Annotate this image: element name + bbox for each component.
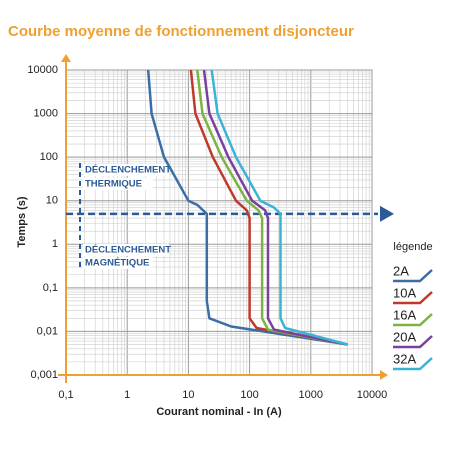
- x-axis-label: Courant nominal - In (A): [156, 406, 282, 418]
- legend-label: 2A: [393, 263, 409, 278]
- legend-label: 20A: [393, 329, 416, 344]
- legend-swatch: [393, 313, 433, 327]
- legend-swatch: [393, 269, 433, 283]
- plot-area: [65, 69, 373, 376]
- annotation: THERMIQUE: [85, 179, 142, 190]
- y-axis-label: Temps (s): [16, 196, 28, 247]
- legend-title: légende: [393, 241, 432, 253]
- x-tick-label: 0,1: [58, 389, 73, 401]
- legend-label: 10A: [393, 285, 416, 300]
- legend-swatch: [393, 291, 433, 305]
- y-tick-label: 0,1: [43, 282, 58, 294]
- y-axis-arrow: [61, 54, 71, 62]
- annotation: MAGNÉTIQUE: [85, 258, 149, 269]
- legend-label: 16A: [393, 307, 416, 322]
- curve: [210, 69, 348, 346]
- legend-label: 32A: [393, 351, 416, 366]
- y-tick-label: 1: [52, 238, 58, 250]
- x-tick-label: 10: [182, 389, 194, 401]
- y-tick-label: 100: [40, 151, 58, 163]
- legend-swatch: [393, 335, 433, 349]
- curve: [202, 69, 348, 346]
- annotation: DÉCLENCHEMENT: [85, 245, 171, 256]
- curve: [196, 69, 348, 346]
- chart-title: Courbe moyenne de fonctionnement disjonc…: [8, 23, 354, 40]
- curve: [146, 69, 348, 346]
- y-tick-label: 10000: [27, 64, 58, 76]
- x-tick-label: 1: [124, 389, 130, 401]
- x-tick-label: 100: [240, 389, 258, 401]
- y-tick-label: 0,001: [30, 369, 58, 381]
- y-tick-label: 10: [46, 195, 58, 207]
- x-tick-label: 1000: [299, 389, 323, 401]
- legend-swatch: [393, 357, 433, 371]
- annotation-bg: [83, 178, 153, 190]
- annotation-bg: [83, 244, 169, 256]
- annotation-bg: [83, 257, 153, 269]
- reference-arrow: [380, 205, 394, 222]
- y-tick-label: 0,01: [37, 325, 58, 337]
- annotation-bg: [83, 164, 169, 176]
- y-tick-label: 1000: [34, 107, 58, 119]
- x-axis-arrow: [380, 370, 388, 380]
- x-tick-label: 10000: [357, 389, 388, 401]
- annotation: DÉCLENCHEMENT: [85, 165, 171, 176]
